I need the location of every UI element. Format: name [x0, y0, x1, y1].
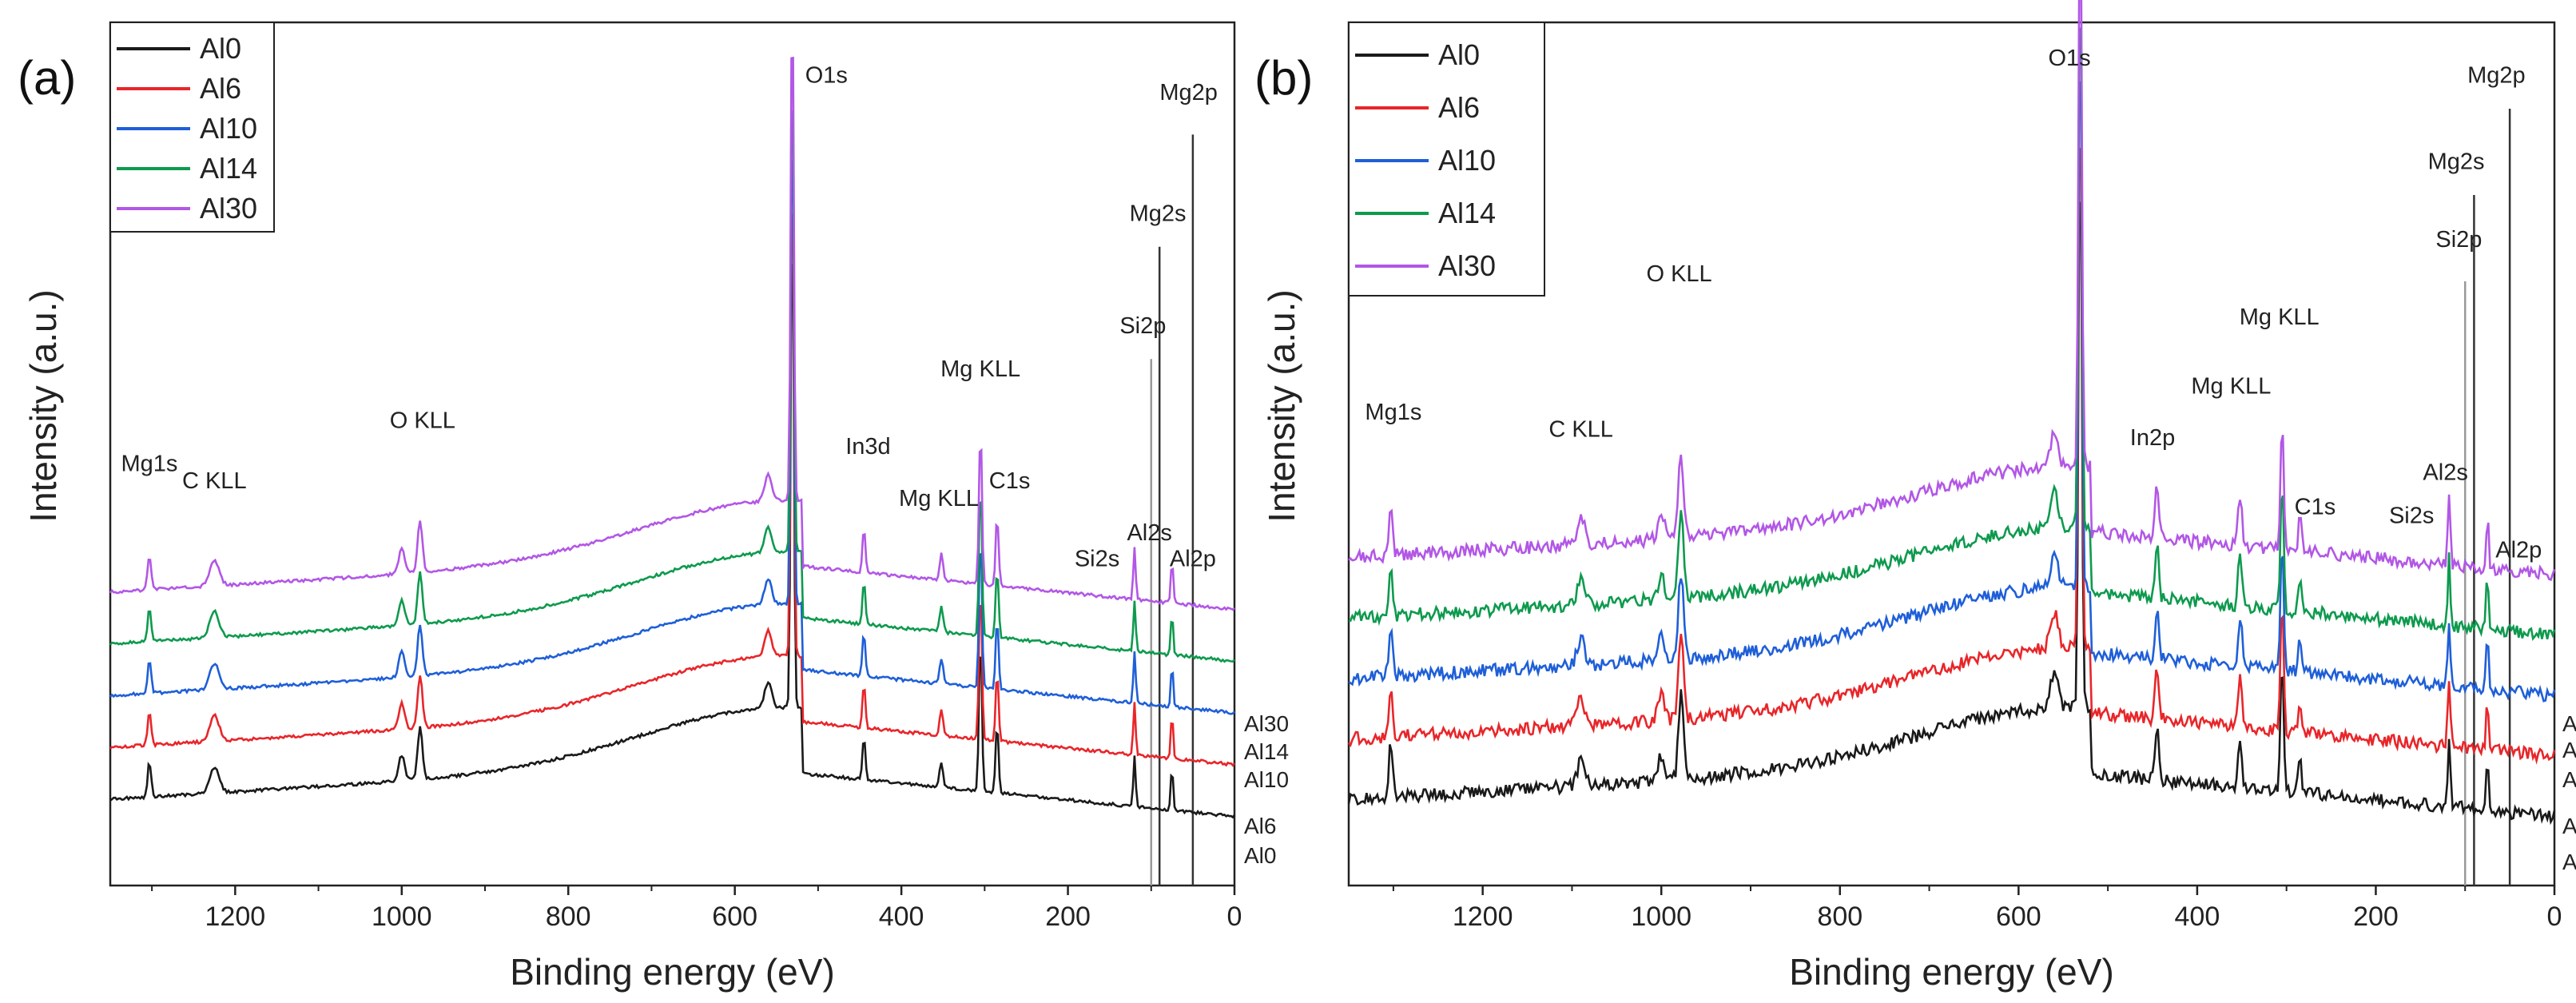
- x-axis-label: Binding energy (eV): [510, 951, 835, 993]
- x-tick-label: 400: [879, 902, 924, 932]
- x-tick-label: 200: [2353, 902, 2399, 932]
- x-tick-label: 0: [1227, 902, 1242, 932]
- series-end-label: Al6: [1244, 814, 1276, 838]
- x-tick-label: 1200: [1453, 902, 1513, 932]
- legend-entry: Al6: [1438, 91, 1480, 124]
- series-line-al0: [109, 263, 1236, 819]
- legend-entry: Al30: [200, 192, 257, 225]
- x-axis-label: Binding energy (eV): [1789, 951, 2114, 993]
- plot-area-frame: [109, 21, 1236, 887]
- series-line-al30: [109, 56, 1235, 611]
- legend-entry: Al14: [1438, 197, 1496, 229]
- peak-annotation: Mg KLL: [899, 486, 979, 511]
- peak-annotation: Si2s: [2389, 503, 2434, 528]
- series-end-label: Al14: [1244, 739, 1289, 764]
- y-axis-label: Intensity (a.u.): [22, 289, 64, 522]
- x-tick-label: 0: [2547, 902, 2562, 932]
- peak-annotation: C1s: [2295, 495, 2336, 520]
- peak-annotation: Si2p: [1119, 313, 1166, 339]
- series-line-al14: [1348, 25, 2556, 641]
- peak-annotation: Al2s: [1127, 520, 1171, 546]
- peak-annotation: O KLL: [1646, 261, 1711, 287]
- series-end-label: Al30: [1244, 711, 1289, 736]
- peak-annotation: C KLL: [182, 468, 247, 494]
- series-end-label: Al14: [2562, 738, 2576, 762]
- peak-annotation: C1s: [989, 468, 1031, 494]
- peak-annotation: In2p: [2130, 425, 2175, 451]
- x-tick-label: 1000: [372, 902, 432, 932]
- legend-entry: Al10: [200, 112, 257, 145]
- legend-entry: Al30: [1438, 249, 1496, 282]
- series-line-al30: [1348, 0, 2556, 582]
- peak-annotation: Mg KLL: [940, 356, 1020, 382]
- x-tick-label: 600: [1996, 902, 2041, 932]
- peak-annotation: Al2s: [2423, 460, 2467, 485]
- x-tick-label: 1200: [205, 902, 266, 932]
- series-end-label: Al10: [1244, 767, 1289, 792]
- peak-annotation: Mg1s: [1365, 400, 1421, 425]
- x-tick-label: 400: [2175, 902, 2220, 932]
- panel-label: (a): [18, 51, 76, 105]
- peak-annotation: Mg2p: [2467, 63, 2526, 89]
- peak-annotation: Mg2s: [1130, 201, 1187, 226]
- peak-annotation: Mg2p: [1159, 80, 1218, 105]
- peak-annotation: Si2p: [2435, 227, 2482, 253]
- x-tick-label: 800: [1817, 902, 1862, 932]
- peak-annotation: Mg1s: [121, 452, 178, 477]
- legend-entry: Al0: [1438, 38, 1480, 71]
- peak-annotation: Mg KLL: [2191, 373, 2271, 399]
- peak-annotation: C KLL: [1548, 416, 1613, 442]
- peak-annotation: In3d: [845, 434, 890, 460]
- series-line-al6: [1347, 146, 2556, 765]
- chart-panel-b: 1200 1000 800 600 400 200 0 Binding energy (eV)…: [1254, 0, 2576, 993]
- legend-entry: Al0: [200, 32, 241, 65]
- peak-annotation: O1s: [805, 63, 848, 89]
- y-axis-label: Intensity (a.u.): [1261, 289, 1302, 522]
- x-tick-label: 600: [712, 902, 757, 932]
- x-tick-label: 200: [1045, 902, 1091, 932]
- series-line-al10: [1348, 79, 2556, 702]
- panel-label: (b): [1254, 51, 1313, 105]
- plot-area-frame: [1347, 21, 2556, 887]
- x-tick-label: 1000: [1631, 902, 1691, 932]
- peak-annotation: Si2s: [1075, 546, 1119, 571]
- series-end-label: Al0: [2562, 850, 2576, 874]
- series-line-al0: [1347, 200, 2556, 826]
- series-end-label: Al6: [2562, 814, 2576, 838]
- peak-annotation: Mg KLL: [2240, 304, 2320, 330]
- series-line-al10: [109, 160, 1235, 715]
- series-end-label: Al30: [2562, 711, 2576, 736]
- peak-annotation: O KLL: [390, 408, 455, 434]
- series-line-al14: [109, 109, 1235, 663]
- legend-entry: Al10: [1438, 144, 1496, 177]
- series-end-label: Al0: [1244, 843, 1276, 868]
- legend-entry: Al6: [200, 72, 241, 105]
- legend-entry: Al14: [200, 152, 257, 185]
- peak-annotation: Al2p: [2495, 538, 2542, 563]
- peak-annotation: O1s: [2048, 46, 2090, 71]
- series-end-label: Al10: [2562, 767, 2576, 792]
- series-line-al6: [109, 213, 1236, 767]
- peak-annotation: Al2p: [1170, 546, 1216, 571]
- x-tick-label: 800: [546, 902, 591, 932]
- chart-panel-a: 1200 1000 800 600 400 200 0 Binding energy (eV)…: [18, 21, 1289, 993]
- peak-annotation: Mg2s: [2428, 149, 2485, 175]
